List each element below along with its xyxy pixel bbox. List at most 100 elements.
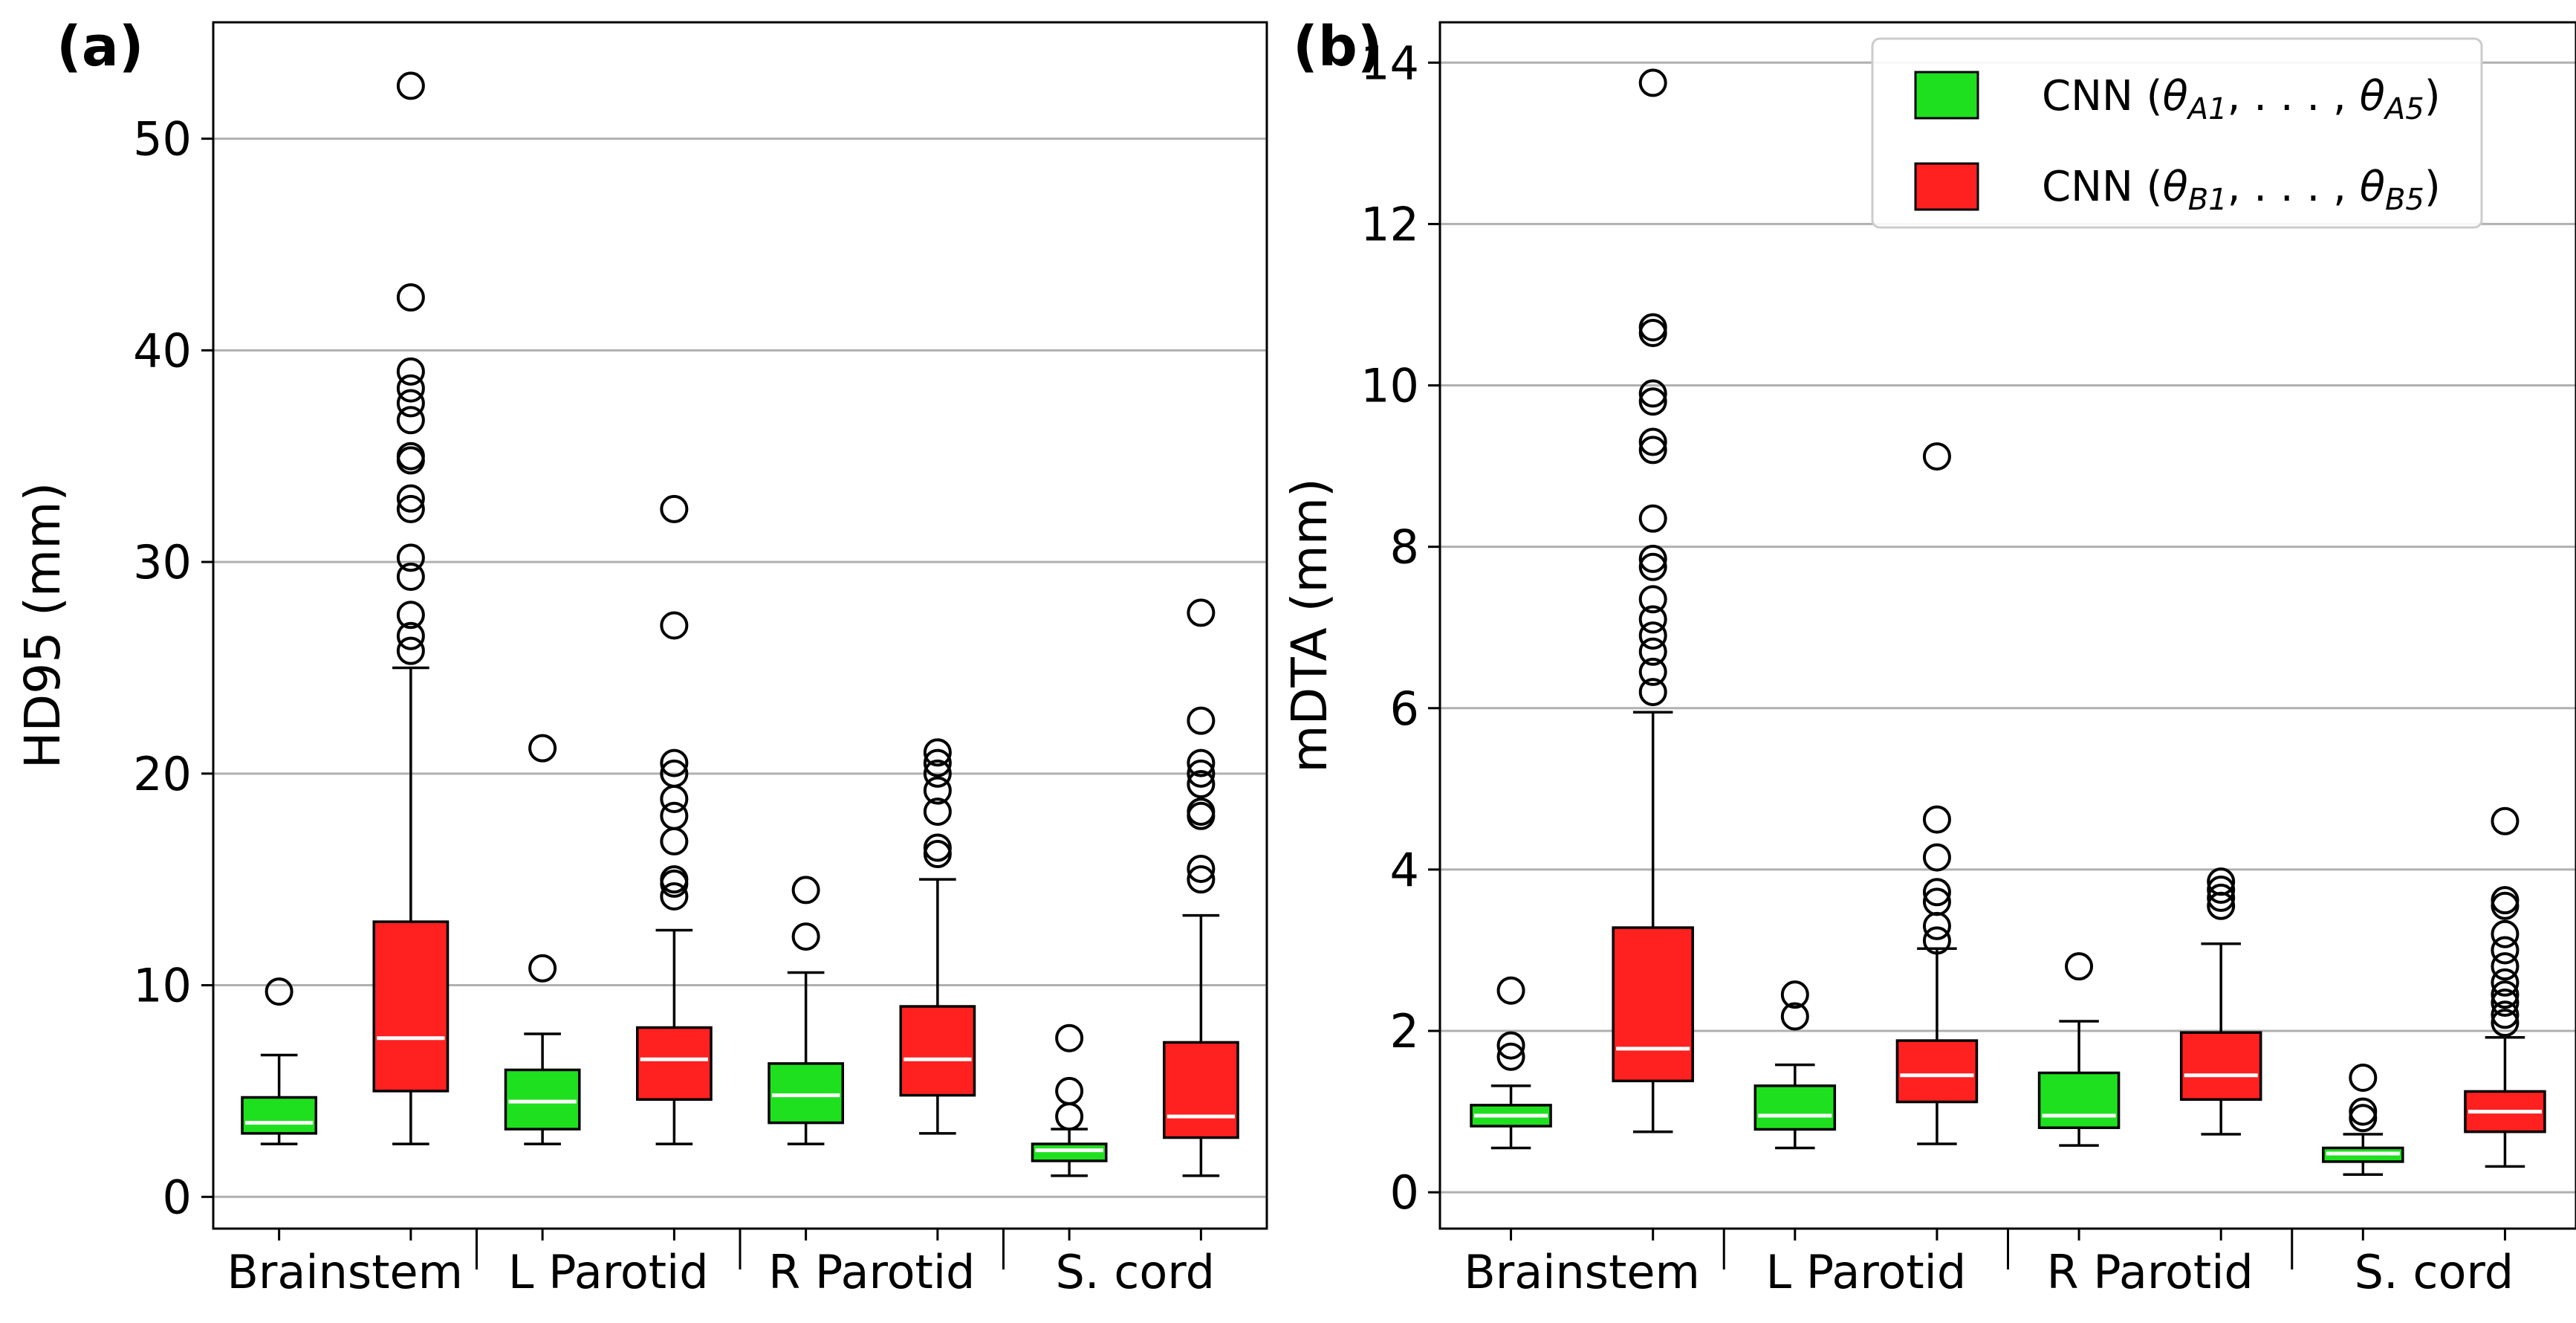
panel-a-y-tick-label: 10 [133,959,192,1013]
outlier-point [1638,313,1667,342]
legend-label-cnn-b: CNN (θB1, . . . , θB5) [2042,163,2441,217]
outlier-point [396,441,425,470]
panel-a-box-cnn_a-0 [241,977,318,1145]
outlier-point [660,611,689,640]
panel-b-label: (b) [1293,15,1383,79]
outlier-point [1055,1076,1084,1105]
panel-a-box-cnn_b-3 [1162,598,1239,1177]
outlier-point [528,734,557,763]
box-iqr [504,1068,581,1130]
panel-a-y-tick-label: 50 [133,112,192,166]
outlier-point [1638,544,1667,573]
outlier-point [2491,968,2520,997]
outlier-point [1187,865,1216,894]
outlier-point [1055,1102,1084,1131]
outlier-point [791,922,820,951]
box-iqr [2037,1071,2121,1130]
outlier-point [1780,1002,1809,1031]
outlier-point [1055,1023,1084,1052]
panel-b-y-tick-label: 4 [1390,843,1419,897]
panel-a-label: (a) [56,15,144,79]
panel-b: 0 2 4 6 8 10 12 14 Brainstem L Parotid R Parotid S… [1281,15,2576,1299]
outlier-point [791,876,820,905]
legend-swatch-cnn-b [1914,162,1979,211]
panel-a-box-cnn_b-1 [635,494,713,1145]
panel-a: 0 10 20 30 40 50 Brainstem L Parotid R Parotid S… [14,15,1268,1299]
outlier-point [1187,598,1216,627]
panel-a-box-cnn_a-1 [504,734,581,1145]
outlier-point [1638,585,1667,614]
panel-a-y-tick-label: 0 [163,1170,192,1224]
box-iqr [1612,926,1694,1083]
outlier-point [1638,637,1667,666]
panel-a-category-label: S. cord [1055,1245,1215,1299]
outlier-point [2491,980,2520,1009]
outlier-point [1187,706,1216,735]
box-iqr [372,920,450,1093]
panel-b-boxes [1470,68,2546,1177]
panel-a-boxes [241,71,1239,1177]
panel-b-y-tick-label: 10 [1360,359,1419,413]
panel-b-y-tick-label: 8 [1390,520,1419,575]
outlier-point [396,543,425,572]
outlier-point [1922,887,1951,916]
panel-b-y-tick-label: 0 [1390,1165,1419,1220]
panel-a-box-cnn_b-0 [372,71,450,1145]
outlier-point [2065,952,2094,981]
outlier-point [923,759,952,788]
outlier-point [396,406,425,435]
panel-a-y-ticks: 0 10 20 30 40 50 [133,112,213,1224]
panel-b-y-axis-label: mDTA (mm) [1281,478,1338,773]
panel-a-y-axis-label: HD95 (mm) [14,482,71,769]
panel-b-y-tick-label: 12 [1360,197,1419,251]
outlier-point [1922,805,1951,834]
outlier-point [2491,806,2520,835]
panel-b-y-tick-label: 2 [1390,1004,1419,1058]
outlier-point [2349,1104,2378,1133]
panel-a-box-cnn_a-2 [768,876,845,1145]
outlier-point [1922,926,1951,955]
panel-b-box-cnn_b-0 [1612,68,1694,1133]
panel-b-category-label: Brainstem [1464,1245,1700,1299]
outlier-point [1187,854,1216,883]
outlier-point [1187,759,1216,788]
outlier-point [1638,427,1667,456]
panel-a-y-tick-label: 20 [133,747,192,801]
outlier-point [396,621,425,650]
legend-frame [1871,37,2483,229]
outlier-point [528,954,557,983]
outlier-point [1638,504,1667,533]
outlier-point [1496,1042,1525,1071]
box-iqr [635,1026,713,1102]
outlier-point [1187,798,1216,827]
panel-a-axes-frame [212,21,1268,1230]
outlier-point [396,283,425,312]
outlier-point [2349,1097,2378,1126]
outlier-point [396,389,425,418]
outlier-point [396,494,425,523]
outlier-point [2207,867,2236,896]
outlier-point [1187,748,1216,777]
box-iqr [1162,1041,1239,1139]
outlier-point [2349,1063,2378,1092]
panel-a-y-tick-label: 40 [133,323,192,378]
outlier-point [660,784,689,813]
outlier-point [923,840,952,869]
outlier-point [1638,678,1667,707]
outlier-point [396,71,425,100]
outlier-point [2491,1000,2520,1029]
outlier-point [396,374,425,403]
panel-b-y-tick-label: 14 [1360,36,1419,90]
panel-b-category-label: S. cord [2355,1245,2514,1299]
outlier-point [1638,657,1667,686]
outlier-point [396,601,425,630]
box-iqr [1753,1084,1837,1131]
outlier-point [265,977,293,1006]
panel-b-box-cnn_a-3 [2322,1063,2404,1177]
outlier-point [396,563,425,592]
outlier-point [1922,878,1951,907]
outlier-point [396,636,425,665]
panel-a-category-label: R Parotid [768,1245,975,1299]
outlier-point [2491,936,2520,965]
